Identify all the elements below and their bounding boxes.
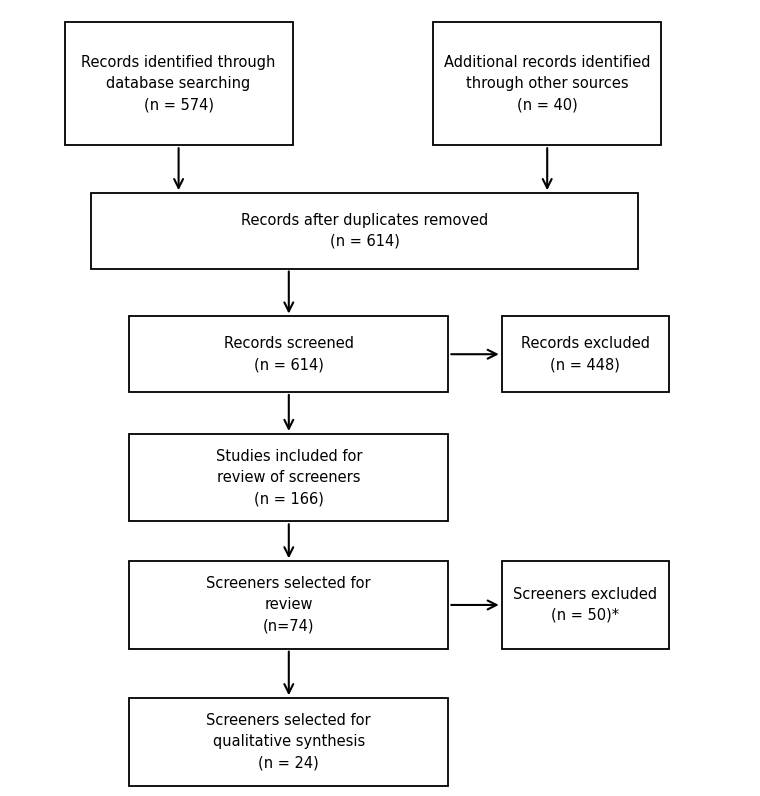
Text: Screeners excluded
(n = 50)*: Screeners excluded (n = 50)* (513, 587, 657, 623)
Text: Records identified through
database searching
(n = 574): Records identified through database sear… (81, 55, 276, 112)
FancyBboxPatch shape (433, 21, 661, 145)
Text: Screeners selected for
review
(n=74): Screeners selected for review (n=74) (207, 576, 371, 634)
FancyBboxPatch shape (502, 316, 669, 392)
Text: Screeners selected for
qualitative synthesis
(n = 24): Screeners selected for qualitative synth… (207, 713, 371, 771)
FancyBboxPatch shape (502, 561, 669, 649)
Text: Records after duplicates removed
(n = 614): Records after duplicates removed (n = 61… (241, 213, 489, 249)
FancyBboxPatch shape (65, 21, 293, 145)
FancyBboxPatch shape (129, 561, 448, 649)
FancyBboxPatch shape (129, 316, 448, 392)
Text: Studies included for
review of screeners
(n = 166): Studies included for review of screeners… (216, 449, 362, 506)
FancyBboxPatch shape (129, 434, 448, 521)
Text: Records excluded
(n = 448): Records excluded (n = 448) (521, 336, 650, 373)
Text: Additional records identified
through other sources
(n = 40): Additional records identified through ot… (444, 55, 651, 112)
FancyBboxPatch shape (91, 193, 638, 268)
Text: Records screened
(n = 614): Records screened (n = 614) (223, 336, 354, 373)
FancyBboxPatch shape (129, 698, 448, 786)
